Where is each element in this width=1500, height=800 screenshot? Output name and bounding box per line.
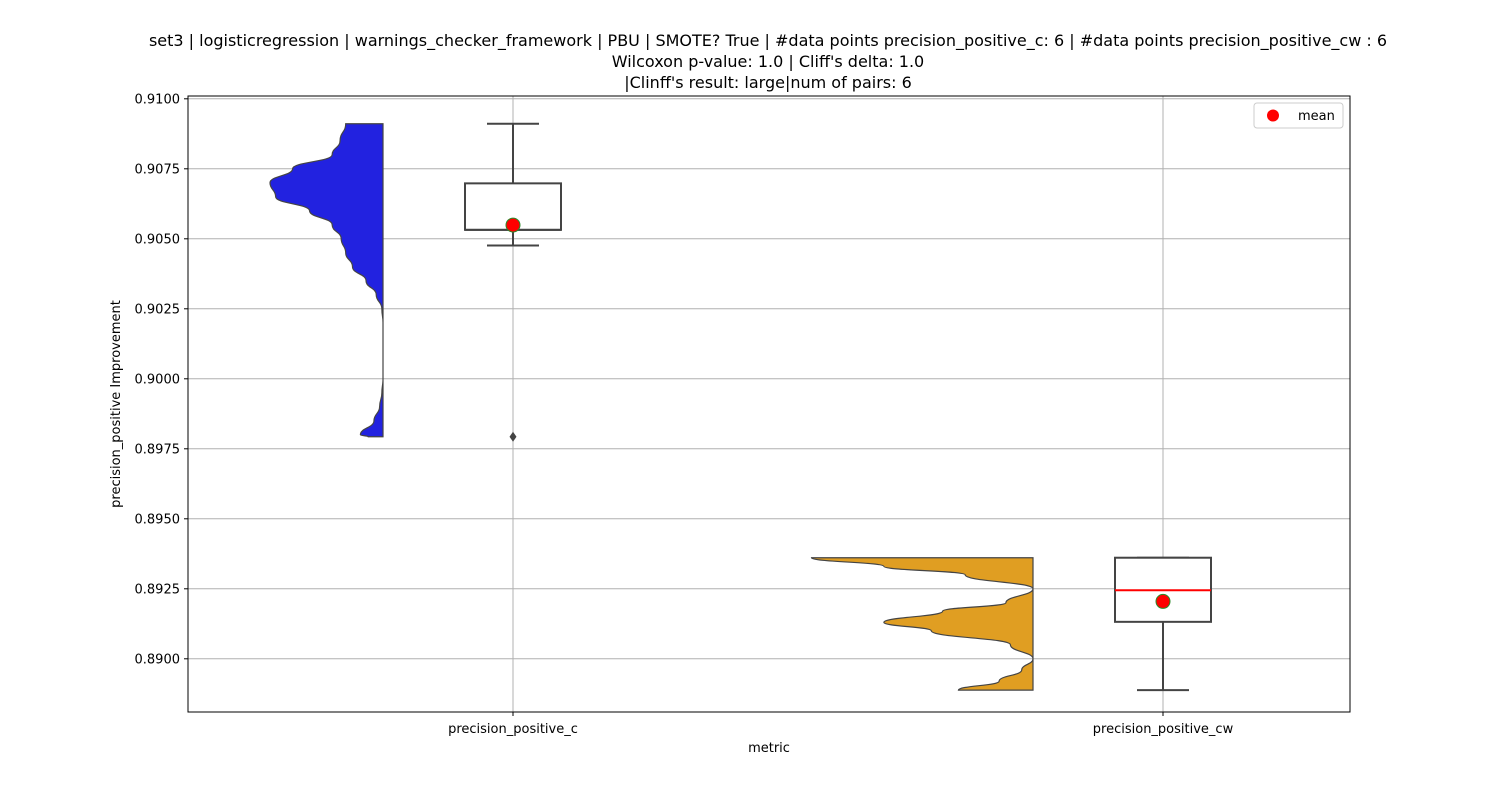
y-tick-label: 0.8900 bbox=[135, 652, 181, 667]
y-axis: 0.8900 0.8925 0.8950 0.8975 0.9000 0.9025 0.90… bbox=[135, 92, 188, 667]
violins bbox=[269, 123, 1034, 691]
legend-mean-marker bbox=[1267, 109, 1279, 122]
mean-marker bbox=[1155, 593, 1171, 609]
y-tick-label: 0.9025 bbox=[135, 302, 181, 317]
y-axis-title: precision_positive Improvement bbox=[109, 300, 124, 508]
plot-frame bbox=[187, 95, 1351, 713]
y-tick-label: 0.8950 bbox=[135, 512, 181, 527]
title-line-3: |Clinff's result: large|num of pairs: 6 bbox=[624, 73, 912, 92]
chart-title: set3 | logisticregression | warnings_che… bbox=[149, 31, 1387, 92]
y-tick-label: 0.8925 bbox=[135, 582, 181, 597]
violin-precision_positive_c bbox=[269, 123, 384, 438]
mean-marker bbox=[505, 217, 521, 233]
title-line-1: set3 | logisticregression | warnings_che… bbox=[149, 31, 1387, 51]
legend-mean-label: mean bbox=[1298, 109, 1335, 124]
outlier-point bbox=[509, 431, 517, 442]
x-tick-label: precision_positive_cw bbox=[1093, 722, 1234, 737]
y-tick-label: 0.9100 bbox=[135, 92, 181, 107]
legend: mean bbox=[1253, 102, 1344, 129]
x-tick-label: precision_positive_c bbox=[448, 722, 578, 737]
x-axis-title: metric bbox=[748, 741, 790, 756]
legend-box bbox=[1253, 102, 1344, 129]
y-tick-label: 0.9000 bbox=[135, 372, 181, 387]
y-tick-label: 0.9075 bbox=[135, 162, 181, 177]
x-axis: precision_positive_c precision_positive_c… bbox=[448, 712, 1234, 737]
title-line-2: Wilcoxon p-value: 1.0 | Cliff's delta: 1… bbox=[612, 52, 924, 71]
boxplots bbox=[464, 122, 1212, 692]
y-tick-label: 0.8975 bbox=[135, 442, 181, 457]
violin-precision_positive_cw bbox=[810, 557, 1034, 691]
y-tick-label: 0.9050 bbox=[135, 232, 181, 247]
